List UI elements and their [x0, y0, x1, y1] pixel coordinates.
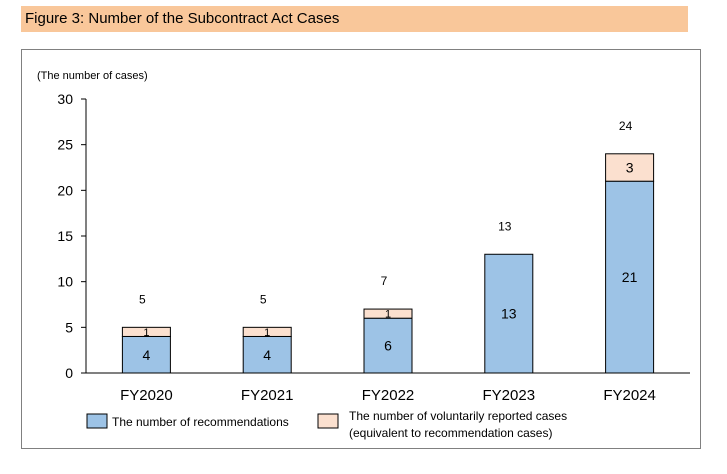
y-tick-label: 15	[57, 228, 73, 244]
bar-recommendations	[242, 335, 292, 374]
x-tick-label: FY2022	[362, 387, 415, 404]
y-tick-label: 25	[57, 137, 73, 153]
legend-label-voluntary-reports: The number of voluntarily reported cases	[349, 409, 567, 423]
bar-recommendations	[605, 180, 655, 374]
bar-voluntary-reports	[605, 153, 655, 182]
legend-swatch-recommendations	[86, 413, 108, 429]
y-tick-label: 20	[57, 182, 73, 198]
x-tick-label: FY2024	[603, 387, 656, 404]
y-axis-label: (The number of cases)	[37, 70, 148, 82]
bar-voluntary-reports	[363, 308, 413, 319]
bar-value-label: 3	[626, 160, 634, 176]
bar-total-label: 7	[381, 274, 388, 288]
y-tick-label: 30	[57, 91, 73, 107]
bar-value-label: 21	[622, 269, 638, 285]
bar-value-label: 1	[264, 327, 270, 339]
bar-value-label: 4	[263, 347, 271, 363]
bar-total-label: 5	[260, 292, 267, 306]
bars-group: 4 1 5 4 1 5 6 1 7 13 13 21 3 24	[121, 119, 655, 374]
legend: The number of recommendations The number …	[86, 409, 567, 440]
bar-value-label: 13	[501, 306, 517, 322]
figure-title: Figure 3: Number of the Subcontract Act …	[25, 10, 340, 27]
bar-value-label: 4	[143, 347, 151, 363]
chart-frame	[21, 49, 701, 449]
bar-recommendations	[484, 253, 534, 374]
x-tick-label: FY2023	[483, 387, 536, 404]
bar-value-label: 6	[384, 338, 392, 354]
bar-total-label: 13	[498, 219, 512, 233]
x-tick-label: FY2021	[241, 387, 294, 404]
y-tick-label: 5	[65, 319, 73, 335]
legend-label-recommendations: The number of recommendations	[112, 415, 289, 429]
bar-voluntary-reports	[121, 326, 171, 337]
x-tick-label: FY2020	[120, 387, 173, 404]
bar-total-label: 5	[139, 292, 146, 306]
bar-value-label: 1	[385, 309, 391, 321]
y-tick-label: 0	[65, 365, 73, 381]
bar-recommendations	[121, 335, 171, 374]
bar-voluntary-reports	[242, 326, 292, 337]
y-tick-label: 10	[57, 274, 73, 290]
bar-recommendations	[363, 317, 413, 374]
bar-value-label: 1	[143, 327, 149, 339]
bar-total-label: 24	[619, 119, 633, 133]
x-axis-labels: FY2020 FY2021 FY2022 FY2023 FY2024	[120, 387, 656, 404]
legend-swatch-voluntary-reports	[317, 413, 339, 429]
figure-title-bar: Figure 3: Number of the Subcontract Act …	[21, 6, 688, 32]
legend-label-voluntary-reports: (equivalent to recommendation cases)	[349, 426, 552, 440]
